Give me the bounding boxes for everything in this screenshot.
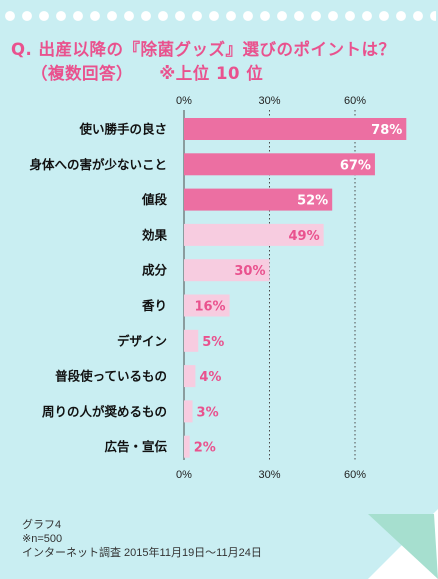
bar-7 <box>184 365 196 388</box>
footer-notes: グラフ4 ※n=500 インターネット調査 2015年11月19日～11月24日 <box>22 518 262 560</box>
tick-label-top-0: 0% <box>176 95 192 107</box>
chart-title: Q. 出産以降の『除菌グッズ』選びのポイントは？ （複数回答） ※上位 10 位 <box>11 38 396 86</box>
category-label-6: デザイン <box>117 333 167 348</box>
value-label-2: 52% <box>297 194 328 209</box>
category-label-4: 成分 <box>142 263 168 278</box>
dotted-border-decoration <box>4 9 436 23</box>
footer-sample-size: ※n=500 <box>22 533 63 545</box>
value-label-3: 49% <box>289 229 320 244</box>
title-top-ten-note: ※上位 10 位 <box>159 64 264 83</box>
category-label-8: 周りの人が奨めるもの <box>42 404 167 419</box>
value-label-8: 3% <box>197 405 219 420</box>
tick-label-bottom-30: 30% <box>258 469 280 481</box>
bar-5 <box>184 294 230 317</box>
value-label-7: 4% <box>199 370 221 385</box>
bar-0 <box>184 118 407 140</box>
bar-8 <box>184 400 193 423</box>
bars-layer <box>184 118 407 458</box>
value-label-0: 78% <box>371 123 402 138</box>
category-label-5: 香り <box>141 298 167 313</box>
footer-survey-method: インターネット調査 2015年11月19日～11月24日 <box>22 547 262 559</box>
category-label-3: 効果 <box>142 227 168 242</box>
value-label-4: 30% <box>234 264 265 279</box>
title-line-1: Q. 出産以降の『除菌グッズ』選びのポイントは？ <box>11 40 396 59</box>
category-label-0: 使い勝手の良さ <box>78 122 167 137</box>
footer-graph-number: グラフ4 <box>22 519 62 531</box>
bar-1 <box>184 153 375 176</box>
corner-fold <box>368 514 438 579</box>
title-multiple-answers: （複数回答） <box>31 64 133 83</box>
page-curl-decoration <box>368 509 438 579</box>
category-label-9: 広告・宣伝 <box>104 439 167 454</box>
category-label-7: 普段使っているもの <box>55 369 167 384</box>
value-label-1: 67% <box>340 158 371 173</box>
tick-label-bottom-60: 60% <box>344 469 366 481</box>
title-line-2: （複数回答） ※上位 10 位 <box>11 62 396 86</box>
tick-label-top-60: 60% <box>344 95 366 107</box>
tick-label-top-30: 30% <box>258 95 280 107</box>
category-label-1: 身体への害が少ないこと <box>29 157 167 172</box>
value-label-6: 5% <box>202 335 224 350</box>
tick-label-bottom-0: 0% <box>176 469 192 481</box>
bar-4 <box>184 259 270 282</box>
bar-2 <box>184 188 333 211</box>
value-label-9: 2% <box>194 441 216 456</box>
bar-3 <box>184 223 324 246</box>
labels-layer: 0% 0% 30% 30% 60% 60% 使い勝手の良さ 78% 身体への害が少ないこと 67%… <box>29 95 402 481</box>
value-label-5: 16% <box>194 300 225 315</box>
bar-6 <box>184 329 199 352</box>
category-label-2: 値段 <box>141 192 168 207</box>
bar-9 <box>184 435 190 458</box>
